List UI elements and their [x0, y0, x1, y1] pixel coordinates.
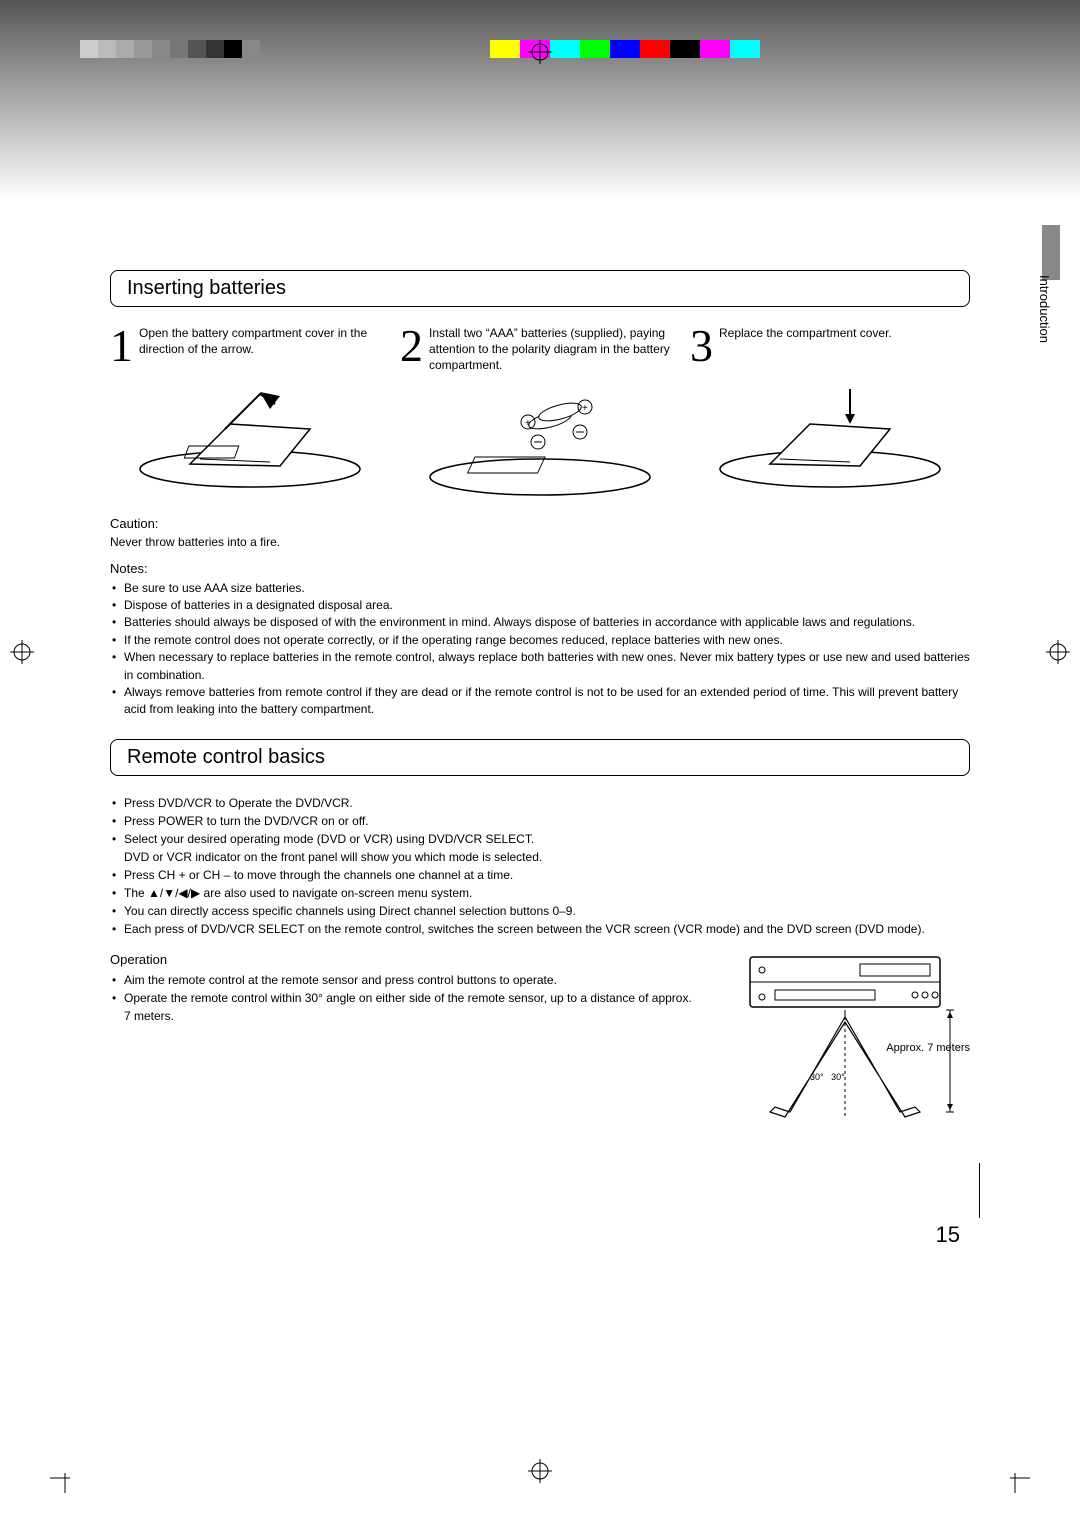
registration-mark-bottom — [528, 1459, 552, 1488]
note-item: If the remote control does not operate c… — [110, 632, 970, 649]
basics-list: Press DVD/VCR to Operate the DVD/VCR.Pre… — [110, 794, 970, 938]
page-number: 15 — [936, 1222, 960, 1248]
step-3-illustration — [690, 374, 970, 494]
note-item: Always remove batteries from remote cont… — [110, 684, 970, 719]
operation-diagram: Approx. 7 meters 30° 30° — [720, 952, 970, 1127]
caution-label: Caution: — [110, 516, 970, 531]
notes-label: Notes: — [110, 561, 970, 576]
note-item: Dispose of batteries in a designated dis… — [110, 597, 970, 614]
page-content: Inserting batteries 1 Open the battery c… — [110, 270, 970, 1127]
grayscale-swatches — [80, 40, 260, 58]
basics-item: You can directly access specific channel… — [110, 902, 970, 920]
registration-mark-left — [10, 640, 34, 669]
step-text: Replace the compartment cover. — [719, 325, 970, 341]
side-section-label: Introduction — [1037, 275, 1052, 343]
step-text: Open the battery compartment cover in th… — [139, 325, 390, 357]
svg-text:+: + — [525, 418, 531, 429]
angle-labels: 30° 30° — [810, 1072, 845, 1082]
top-gradient — [0, 0, 1080, 200]
note-item: Be sure to use AAA size batteries. — [110, 580, 970, 597]
step-3: 3 Replace the compartment cover. — [690, 325, 970, 502]
crop-mark-bottom-right — [1000, 1463, 1030, 1498]
step-number: 1 — [110, 325, 133, 366]
side-gray-tab — [1042, 225, 1060, 280]
notes-list: Be sure to use AAA size batteries.Dispos… — [110, 580, 970, 719]
section-header-remote-basics: Remote control basics — [110, 739, 970, 776]
operation-item: Aim the remote control at the remote sen… — [110, 971, 700, 989]
basics-item: Select your desired operating mode (DVD … — [110, 830, 970, 866]
operation-item: Operate the remote control within 30° an… — [110, 989, 700, 1025]
step-2: 2 Install two “AAA” batteries (supplied)… — [400, 325, 680, 502]
registration-mark-right — [1046, 640, 1070, 669]
basics-item: The ▲/▼/◀/▶ are also used to navigate on… — [110, 884, 970, 902]
basics-item: Press DVD/VCR to Operate the DVD/VCR. — [110, 794, 970, 812]
basics-item: Press POWER to turn the DVD/VCR on or of… — [110, 812, 970, 830]
registration-mark-top — [528, 40, 552, 69]
basics-item: Press CH + or CH – to move through the c… — [110, 866, 970, 884]
crop-mark-bottom-left — [50, 1463, 80, 1498]
operation-label: Operation — [110, 952, 700, 967]
svg-text:+: + — [582, 403, 588, 414]
step-number: 2 — [400, 325, 423, 366]
step-text: Install two “AAA” batteries (supplied), … — [429, 325, 680, 374]
note-item: When necessary to replace batteries in t… — [110, 649, 970, 684]
basics-item: Each press of DVD/VCR SELECT on the remo… — [110, 920, 970, 938]
steps-row: 1 Open the battery compartment cover in … — [110, 325, 970, 502]
caution-text: Never throw batteries into a fire. — [110, 535, 970, 549]
distance-label: Approx. 7 meters — [886, 1042, 970, 1054]
step-1: 1 Open the battery compartment cover in … — [110, 325, 390, 502]
section-header-inserting-batteries: Inserting batteries — [110, 270, 970, 307]
step-number: 3 — [690, 325, 713, 366]
operation-list: Aim the remote control at the remote sen… — [110, 971, 700, 1025]
step-2-illustration: + + — [400, 382, 680, 502]
page-number-rule — [979, 1163, 980, 1218]
step-1-illustration — [110, 374, 390, 494]
note-item: Batteries should always be disposed of w… — [110, 614, 970, 631]
